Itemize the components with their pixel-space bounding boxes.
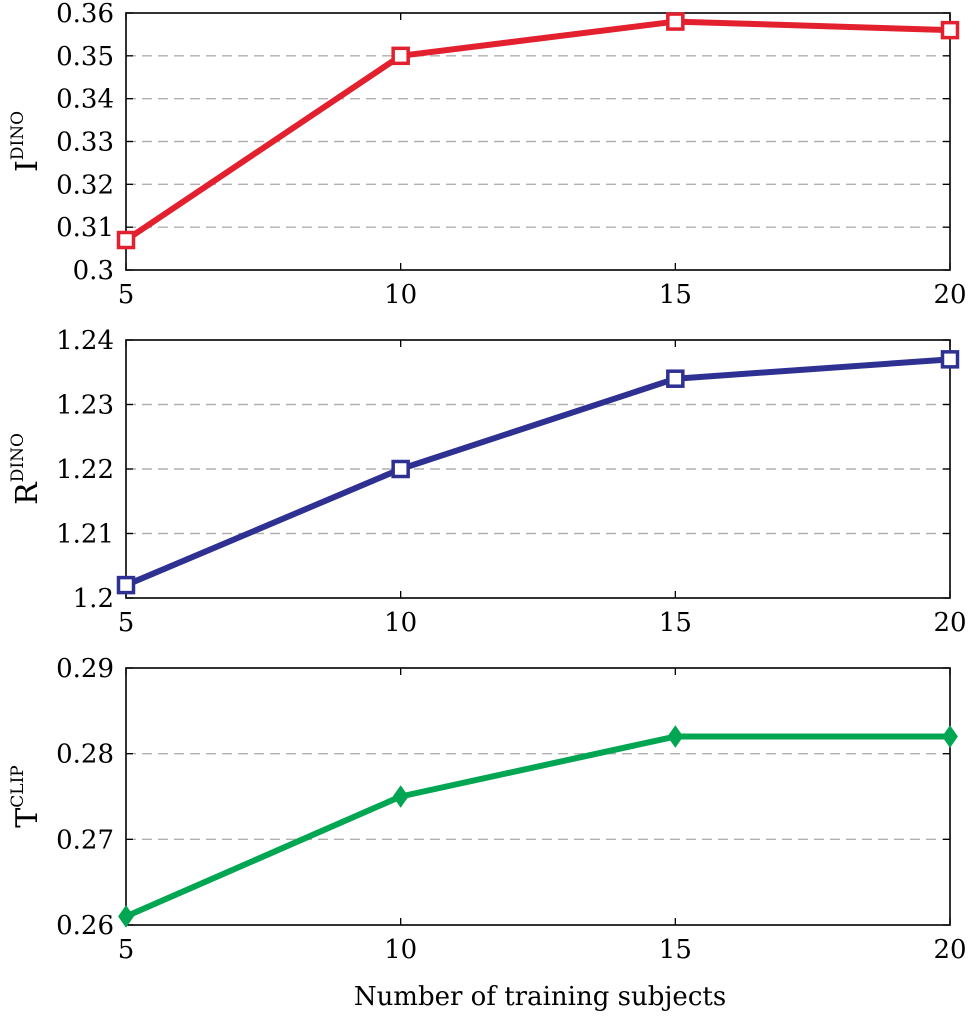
y-tick-label: 0.33 [56,128,114,158]
y-tick-label: 0.36 [56,0,114,29]
data-point-marker [940,20,960,40]
x-tick-label: 5 [118,280,135,310]
x-tick-label: 5 [118,935,135,965]
data-point-marker [392,785,409,808]
y-tick-label: 0.32 [56,170,114,200]
y-tick-label: 0.35 [56,42,114,72]
y-tick-label: 0.34 [56,85,114,115]
x-tick-label: 10 [384,935,417,965]
data-point-marker [942,725,958,748]
y-tick-label: 0.31 [56,213,114,243]
y-tick-label: 0.29 [56,654,114,684]
x-tick-label: 20 [933,280,966,310]
x-axis-label: Number of training subjects [354,982,726,1012]
x-tick-label: 15 [659,280,692,310]
x-tick-label: 10 [384,280,417,310]
y-tick-label: 0.3 [73,256,114,286]
data-point-marker [118,905,134,928]
y-tick-label: 0.28 [56,740,114,770]
y-axis-label: IDINO [8,111,45,172]
data-point-marker [116,575,136,595]
data-point-marker [666,369,685,388]
x-tick-label: 5 [118,608,135,638]
x-tick-label: 20 [933,935,966,965]
plot-frame [125,667,951,926]
series-line [124,733,950,920]
data-point-marker [940,350,960,369]
data-point-marker [667,725,684,748]
chart-panel-3: 0.26 0.27 0.28 0.29 5 10 15 20 TCLIP [8,654,967,965]
x-tick-label: 10 [384,608,417,638]
data-point-marker [116,230,136,250]
y-tick-label: 0.26 [56,911,114,941]
x-tick-label: 15 [659,608,692,638]
y-axis-label: RDINO [8,433,45,505]
y-tick-label: 1.21 [56,520,114,550]
plot-frame [125,339,951,599]
data-point-marker [391,459,410,479]
y-tick-label: 1.23 [56,391,114,421]
y-tick-label: 0.27 [56,825,114,855]
plot-frame [125,12,951,271]
data-point-marker [391,46,410,66]
chart-panel-2: 1.2 1.21 1.22 1.23 1.24 5 10 15 20 RDINO [8,326,967,638]
x-tick-label: 20 [933,608,966,638]
series-line [124,18,951,243]
series-line [124,356,951,588]
y-tick-label: 1.24 [56,326,114,356]
x-tick-label: 15 [659,935,692,965]
y-tick-label: 1.2 [73,584,114,614]
chart-panel-1: 0.3 0.31 0.32 0.33 0.34 0.35 0.36 5 10 15 20 IDINO [8,0,967,310]
y-tick-label: 1.22 [56,455,114,485]
y-axis-label: TCLIP [8,765,45,827]
data-point-marker [666,12,685,31]
